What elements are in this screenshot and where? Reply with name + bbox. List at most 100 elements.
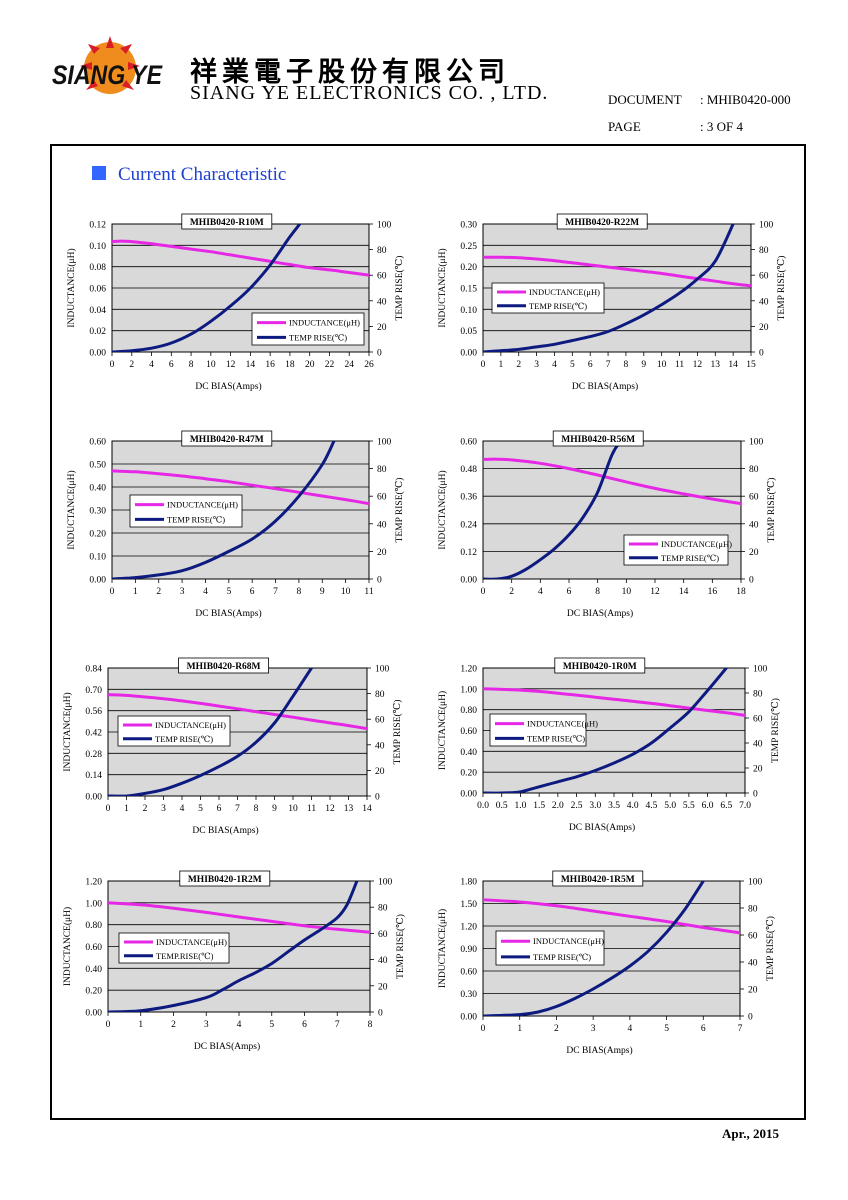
y2-axis-label: TEMP RISE(℃) (394, 256, 405, 321)
y2-tick-label: 100 (375, 665, 390, 675)
y2-tick-label: 100 (753, 665, 768, 675)
y-tick-label: 1.80 (460, 878, 477, 888)
x-tick-label: 0 (481, 1024, 486, 1034)
x-tick-label: 14 (679, 587, 689, 597)
temp-rise-series-line (112, 224, 302, 352)
x-tick-label: 8 (595, 587, 600, 597)
y2-tick-label: 0 (748, 1013, 753, 1023)
y2-axis-label: TEMP RISE(℃) (770, 698, 781, 763)
y-tick-label: 0.00 (89, 349, 106, 359)
x-axis-label: DC BIAS(Amps) (569, 822, 635, 833)
chart-title-box (554, 657, 646, 674)
x-tick-label: 20 (305, 360, 315, 370)
x-tick-label: 10 (206, 360, 216, 370)
x-tick-label: 9 (641, 360, 646, 370)
x-tick-label: 1 (517, 1024, 522, 1034)
x-tick-label: 3 (180, 587, 185, 597)
y2-axis-label: TEMP RISE(℃) (392, 700, 403, 765)
chart-title: MHIB0420-1R0M (563, 662, 637, 672)
y2-tick-label: 60 (749, 493, 759, 503)
legend-inductance-label: INDUCTANCE(μH) (167, 500, 238, 510)
y-tick-label: 0.60 (460, 968, 477, 978)
y2-tick-label: 80 (375, 690, 385, 700)
y-tick-label: 0.80 (460, 706, 477, 716)
document-value: : MHIB0420-000 (700, 92, 791, 107)
x-tick-label: 2 (143, 804, 148, 814)
y-axis-label: INDUCTANCE(μH) (62, 907, 73, 986)
inductance-series-line (483, 687, 745, 717)
chart-title: MHIB0420-R10M (190, 218, 264, 228)
x-tick-label: 11 (364, 587, 373, 597)
y2-tick-label: 40 (753, 740, 763, 750)
chart-3: 0.000.100.200.300.400.500.60020406080100… (66, 430, 405, 619)
x-tick-label: 13 (344, 804, 354, 814)
y2-tick-label: 20 (377, 548, 387, 558)
x-tick-label: 5 (269, 1020, 274, 1030)
y-tick-label: 0.00 (89, 576, 106, 586)
y2-tick-label: 20 (759, 323, 769, 333)
y2-tick-label: 40 (375, 741, 385, 751)
chart-8: 0.000.300.600.901.201.501.80020406080100… (437, 870, 776, 1056)
x-tick-label: 3.5 (608, 801, 620, 811)
y-axis-label: INDUCTANCE(μH) (66, 470, 77, 549)
x-tick-label: 5 (664, 1024, 669, 1034)
x-tick-label: 6 (588, 360, 593, 370)
y2-tick-label: 20 (749, 548, 759, 558)
x-tick-label: 2 (129, 360, 134, 370)
x-tick-label: 0 (110, 587, 115, 597)
chart-title: MHIB0420-1R5M (561, 875, 635, 885)
y-tick-label: 0.15 (460, 285, 477, 295)
y-tick-label: 0.30 (460, 990, 477, 1000)
legend-inductance-label: INDUCTANCE(μH) (289, 318, 360, 328)
legend-box (489, 713, 587, 747)
y2-tick-label: 20 (748, 986, 758, 996)
x-tick-label: 5.5 (683, 801, 695, 811)
inductance-series-line (112, 239, 369, 277)
x-tick-label: 2.0 (552, 801, 564, 811)
y-tick-label: 0.10 (89, 553, 106, 563)
legend-inductance-label: INDUCTANCE(μH) (155, 720, 226, 730)
y2-tick-label: 0 (749, 576, 754, 586)
x-tick-label: 0.5 (496, 801, 508, 811)
x-tick-label: 14 (728, 360, 738, 370)
y-tick-label: 1.20 (460, 665, 477, 675)
y2-tick-label: 80 (748, 905, 758, 915)
legend-inductance-label: INDUCTANCE(μH) (533, 936, 604, 946)
chart-4: 0.00 0.12 0.24 0.36 0.48 0.60 0 20 40 60 80 100 0 2 4 6… (437, 430, 777, 619)
x-tick-label: 16 (708, 587, 718, 597)
x-tick-label: 12 (650, 587, 660, 597)
temp-rise-series-line (483, 668, 728, 793)
x-tick-label: 10 (657, 360, 667, 370)
y2-tick-label: 20 (378, 982, 388, 992)
x-tick-label: 7 (335, 1020, 340, 1030)
y-tick-label: 0.56 (85, 707, 102, 717)
y-tick-label: 0.24 (460, 520, 477, 530)
legend-box (129, 494, 243, 528)
x-tick-label: 1 (498, 360, 503, 370)
y-axis-label: INDUCTANCE(μH) (62, 692, 73, 771)
y2-tick-label: 100 (749, 438, 764, 448)
x-axis-label: DC BIAS(Amps) (567, 608, 633, 619)
y-tick-label: 0.40 (460, 748, 477, 758)
x-tick-label: 8 (189, 360, 194, 370)
y2-tick-label: 60 (753, 715, 763, 725)
y-axis-label: INDUCTANCE(μH) (66, 248, 77, 327)
y2-axis-label: TEMP RISE(℃) (395, 914, 406, 979)
legend-inductance-label: INDUCTANCE(μH) (527, 719, 598, 729)
y-tick-label: 0.08 (89, 263, 106, 273)
y2-tick-label: 0 (759, 349, 764, 359)
x-tick-label: 12 (325, 804, 335, 814)
legend-temp-label: TEMP RISE(℃) (529, 301, 587, 311)
x-tick-label: 10 (288, 804, 298, 814)
x-tick-label: 6.0 (702, 801, 714, 811)
page-header: SIANG YE 祥業電子股份有限公司 SIANG YE ELECTRONICS… (0, 0, 848, 140)
y2-axis-label: TEMP RISE(℃) (765, 916, 776, 981)
x-axis-label: DC BIAS(Amps) (194, 1041, 260, 1052)
siang-ye-logo: SIANG YE (52, 36, 163, 94)
chart-title-box (181, 213, 273, 230)
y-tick-label: 1.20 (460, 923, 477, 933)
y2-tick-label: 80 (377, 465, 387, 475)
x-tick-label: 7 (606, 360, 611, 370)
y-axis-label: INDUCTANCE(μH) (437, 470, 448, 549)
y-tick-label: 0.40 (89, 484, 106, 494)
